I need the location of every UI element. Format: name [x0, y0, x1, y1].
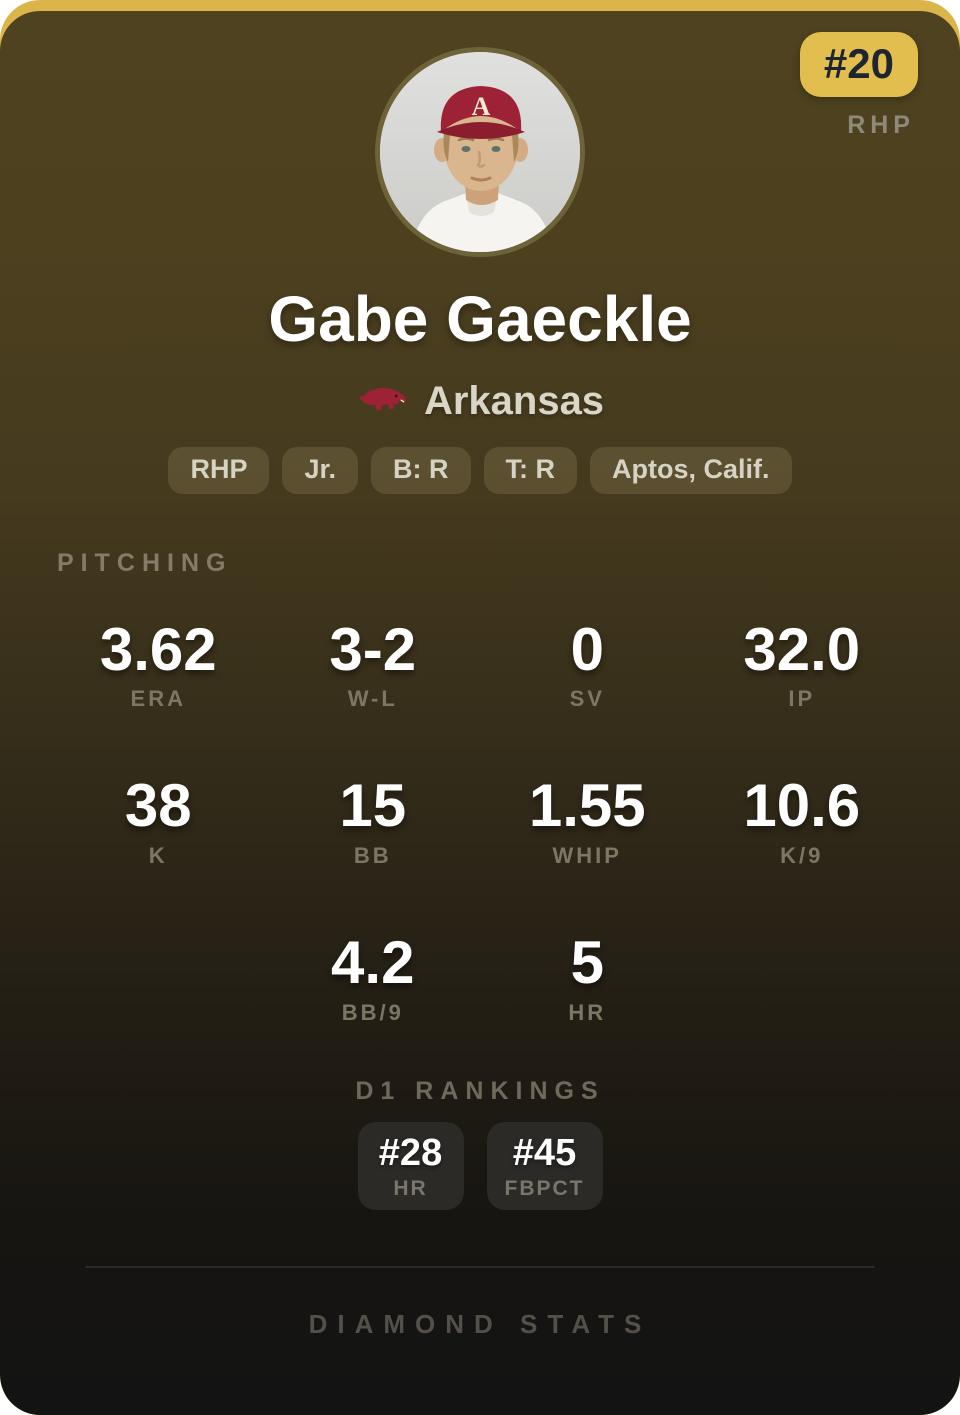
stat-cell: 1.55 WHIP — [480, 774, 695, 869]
stat-cell: 15 BB — [266, 774, 481, 869]
stat-value: 10.6 — [743, 772, 861, 840]
info-pill: Aptos, Calif. — [590, 447, 792, 494]
stat-value: 1.55 — [528, 772, 646, 840]
stat-cell: 10.6 K/9 — [695, 774, 910, 869]
stat-label: BB/9 — [341, 1000, 404, 1026]
ranking-label: HR — [393, 1176, 428, 1200]
razorback-hog-icon — [359, 387, 407, 411]
jersey-corner: #20 RHP — [799, 32, 918, 140]
jersey-number-badge: #20 — [799, 32, 918, 97]
brand-footer: DIAMOND STATS — [308, 1308, 652, 1339]
stat-label: W-L — [347, 686, 398, 712]
stat-cell: 4.2 BB/9 — [266, 929, 481, 1026]
player-photo: A — [375, 47, 585, 257]
pitching-section-label: PITCHING — [57, 548, 233, 577]
stat-cell: 3-2 W-L — [266, 615, 481, 713]
info-pill: T: R — [483, 447, 578, 494]
stat-cell: 5 HR — [480, 929, 695, 1026]
stat-cell: 32.0 IP — [695, 615, 910, 713]
stat-value: 4.2 — [331, 929, 415, 997]
stat-cell: 0 SV — [480, 615, 695, 713]
stat-label: ERA — [130, 686, 186, 712]
stat-cell: 38 K — [51, 774, 266, 869]
pitching-stats-grid: 3.62 ERA 3-2 W-L 0 SV 32.0 IP 38 K 15 BB… — [51, 615, 910, 1026]
ranking-label: FBPCT — [504, 1176, 585, 1200]
position-label: RHP — [847, 111, 915, 139]
stat-value: 38 — [124, 772, 192, 840]
stat-value: 32.0 — [743, 615, 861, 683]
stat-label: BB — [353, 843, 392, 869]
player-photo-illustration: A — [380, 52, 580, 252]
team-name: Arkansas — [423, 379, 605, 423]
ranking-value: #28 — [378, 1132, 443, 1175]
ranking-value: #45 — [512, 1132, 577, 1175]
ranking-badge: #45 FBPCT — [486, 1122, 603, 1210]
stat-label: IP — [788, 686, 816, 712]
rankings-badges: #28 HR #45 FBPCT — [0, 1122, 960, 1210]
svg-text:A: A — [472, 92, 491, 121]
stat-label: K — [148, 843, 168, 869]
player-info-pills: RHP Jr. B: R T: R Aptos, Calif. — [0, 447, 960, 494]
stat-label: WHIP — [552, 843, 622, 869]
stat-label: SV — [569, 686, 605, 712]
team-row: Arkansas — [0, 379, 960, 423]
player-name: Gabe Gaeckle — [268, 283, 692, 355]
ranking-badge: #28 HR — [357, 1122, 464, 1210]
stat-value: 15 — [339, 772, 407, 840]
stat-cell: 3.62 ERA — [51, 615, 266, 713]
rankings-section-label: D1 RANKINGS — [355, 1077, 605, 1106]
info-pill: B: R — [371, 447, 471, 494]
stat-value: 5 — [570, 929, 604, 997]
stat-value: 0 — [570, 615, 604, 683]
info-pill: Jr. — [282, 447, 359, 494]
stat-value: 3-2 — [329, 615, 417, 683]
stat-value: 3.62 — [99, 615, 217, 683]
stat-label: HR — [568, 1000, 607, 1026]
footer-divider — [85, 1265, 875, 1268]
stat-label: K/9 — [780, 843, 824, 869]
info-pill: RHP — [168, 447, 270, 494]
player-card: #20 RHP — [0, 11, 960, 1415]
